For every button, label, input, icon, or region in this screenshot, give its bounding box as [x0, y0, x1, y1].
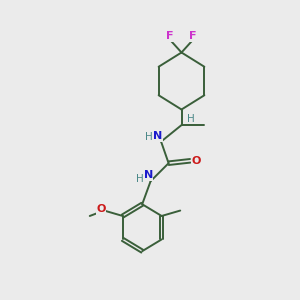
Text: H: H [187, 113, 194, 124]
Text: O: O [97, 204, 106, 214]
Text: H: H [136, 174, 144, 184]
Text: N: N [153, 131, 162, 141]
Text: O: O [191, 156, 201, 166]
Text: H: H [145, 132, 152, 142]
Text: F: F [166, 31, 174, 41]
Text: F: F [189, 31, 197, 41]
Text: N: N [144, 170, 153, 180]
